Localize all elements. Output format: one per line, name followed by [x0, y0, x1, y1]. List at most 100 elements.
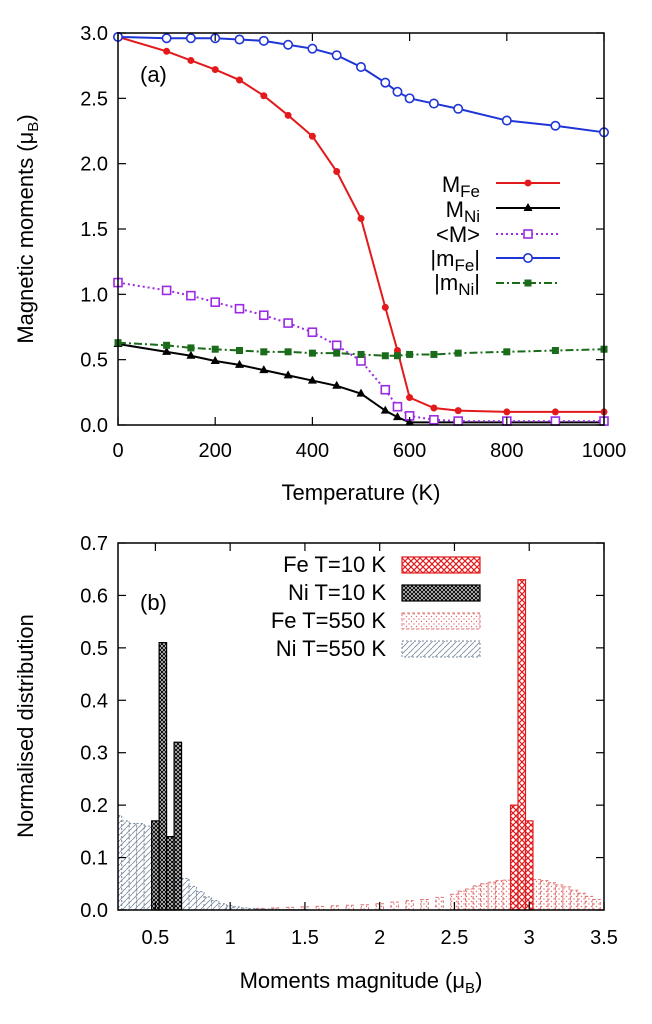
legend-item-m-ni: MNi: [446, 197, 560, 226]
data-point-avg-m: [307, 327, 318, 338]
data-point-m-ni: [392, 412, 402, 421]
hist-bar-fe-t-550-k: [315, 905, 325, 911]
b-x-tick-label: 1: [225, 927, 236, 949]
data-point-avg-m: [380, 384, 391, 395]
data-point-m-fe: [430, 404, 438, 412]
data-point-abs-m-fe: [331, 50, 342, 61]
legend-label-m-fe: MFe: [442, 172, 480, 201]
legend-item-abs-m-ni: |mNi|: [434, 270, 560, 299]
series-line-abs-m-fe: [117, 35, 605, 134]
legend-label-ni-550k: Ni T=550 K: [276, 636, 387, 661]
b-x-tick-label: 2.5: [441, 927, 469, 949]
data-point-abs-m-ni: [430, 350, 438, 358]
panel-b-y-axis-label: Normalised distribution: [13, 614, 38, 838]
hist-bar-fe-t-550-k: [420, 899, 429, 911]
hist-bar-fe-t-550-k: [539, 880, 549, 911]
legend-label-abs-m-fe-sub: Fe: [454, 256, 474, 275]
hist-bar-ni-t-10-k: [158, 642, 168, 911]
data-point-abs-m-fe: [234, 34, 245, 45]
legend-marker-avg-m: [523, 229, 533, 239]
a-x-tick-label: 400: [296, 440, 329, 462]
a-x-tick-label: 1000: [582, 440, 627, 462]
b-y-tick-label: 0.4: [80, 690, 108, 712]
a-x-tick-label: 200: [199, 440, 232, 462]
hist-bar-fe-t-550-k: [285, 906, 295, 911]
legend-item-ni-10k: Ni T=10 K: [288, 580, 481, 605]
a-y-tick-label: 1.5: [80, 219, 108, 241]
hist-bar-fe-t-550-k: [569, 889, 579, 911]
hist-bar-fe-t-550-k: [495, 880, 504, 911]
data-point-abs-m-fe: [392, 86, 403, 97]
legend-label-fe-550k: Fe T=550 K: [271, 608, 386, 633]
legend-label-m-ni-sub: Ni: [464, 207, 480, 226]
data-point-m-ni: [186, 350, 196, 359]
hist-bar-fe-t-550-k: [592, 899, 601, 911]
legend-label-abs-m-ni-sub: Ni: [458, 280, 474, 299]
panel-a-y-axis-label-sub: B: [25, 122, 42, 132]
data-point-avg-m: [429, 414, 439, 425]
data-point-m-ni: [259, 365, 269, 374]
data-point-m-fe: [260, 92, 268, 100]
legend-swatch-ni-10k: [401, 584, 481, 602]
panel-a-label: (a): [140, 62, 167, 87]
data-point-abs-m-fe: [355, 61, 366, 72]
data-point-abs-m-ni: [211, 345, 219, 353]
data-point-m-fe: [333, 168, 341, 176]
data-point-abs-m-fe: [283, 39, 294, 50]
a-y-tick-label: 1.0: [80, 284, 108, 306]
hist-bar-fe-t-550-k: [435, 896, 444, 911]
series-line-m-fe: [117, 35, 604, 413]
hist-bar-ni-t-550-k: [196, 891, 205, 911]
panel-b-ticks: 0.5 1 1.5 2 2.5 3 3.5 0.0 0.1 0.2 0.3 0.4 0.5 0.6 0.7: [80, 533, 618, 949]
hist-bar-ni-t-10-k: [151, 820, 160, 911]
hist-bar-ni-t-550-k: [218, 903, 227, 911]
legend-label-abs-m-fe: |mFe|: [430, 246, 480, 275]
data-point-m-fe: [236, 76, 243, 84]
legend-marker-m-ni: [523, 203, 533, 211]
legend-swatch-ni-550k: [401, 640, 481, 658]
hist-bar-fe-t-10-k: [524, 820, 534, 911]
panel-a-line-chart: 0 200 400 600 800 1000 0.0 0.5 1.0 1.5 2.0 2.5 3.0 (…: [13, 23, 626, 505]
data-point-abs-m-ni: [406, 350, 414, 358]
data-point-avg-m: [258, 310, 269, 321]
hist-bar-fe-t-550-k: [360, 904, 369, 911]
data-point-avg-m: [283, 318, 293, 328]
data-point-avg-m: [550, 416, 561, 426]
hist-bar-fe-t-10-k: [517, 579, 527, 911]
data-point-avg-m: [392, 401, 403, 412]
data-point-avg-m: [331, 340, 342, 351]
data-point-m-fe: [163, 47, 171, 55]
data-point-abs-m-ni: [551, 347, 559, 355]
b-x-tick-label: 3.5: [590, 927, 618, 949]
b-y-tick-label: 0.7: [80, 533, 108, 555]
hist-bar-ni-t-10-k: [166, 835, 175, 911]
legend-label-abs-m-ni-close: |: [474, 270, 480, 295]
panel-a-legend: MFe MNi <M> |mFe| |mNi|: [430, 172, 560, 299]
hist-bar-fe-t-550-k: [547, 882, 556, 911]
b-x-tick-label: 1.5: [291, 927, 319, 949]
b-x-tick-label: 3: [524, 927, 535, 949]
data-point-abs-m-fe: [307, 43, 318, 54]
data-point-m-fe: [187, 56, 195, 64]
data-point-abs-m-ni: [381, 352, 389, 360]
data-point-m-fe: [503, 408, 511, 416]
data-point-abs-m-fe: [185, 33, 196, 44]
hist-bar-fe-t-10-k: [509, 804, 519, 911]
data-point-abs-m-fe: [404, 93, 415, 104]
hist-bar-ni-t-550-k: [121, 820, 130, 911]
legend-item-m-fe: MFe: [442, 172, 560, 201]
legend-item-ni-550k: Ni T=550 K: [276, 636, 481, 661]
panel-b-histogram: 0.5 1 1.5 2 2.5 3 3.50.00.10.20.30.40.50.60.7 …: [13, 533, 618, 997]
a-y-tick-label: 3.0: [80, 23, 108, 45]
hist-bar-ni-t-550-k: [136, 822, 145, 911]
data-point-abs-m-ni: [163, 341, 171, 349]
hist-bar-fe-t-550-k: [562, 886, 571, 911]
data-point-avg-m: [161, 285, 172, 296]
data-point-avg-m: [234, 303, 245, 314]
data-point-m-fe: [454, 407, 462, 415]
legend-item-fe-10k: Fe T=10 K: [283, 552, 481, 577]
legend-swatch-fe-10k: [401, 556, 481, 574]
legend-label-avg-m: <M>: [436, 222, 480, 247]
hist-bar-fe-t-550-k: [584, 895, 594, 911]
data-point-abs-m-fe: [453, 103, 464, 114]
